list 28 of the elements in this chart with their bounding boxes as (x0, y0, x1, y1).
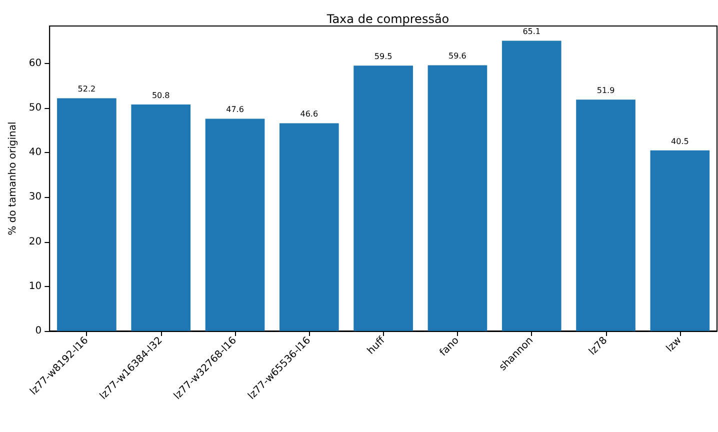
data-label: 46.6 (300, 110, 318, 119)
chart-title: Taxa de compressão (326, 12, 450, 26)
data-label: 40.5 (671, 136, 689, 146)
bar (205, 118, 265, 331)
bar (428, 65, 488, 331)
data-label: 59.5 (374, 52, 392, 62)
data-label: 52.2 (78, 84, 96, 94)
bar (502, 40, 562, 331)
data-label: 47.6 (226, 105, 244, 114)
bar (576, 100, 636, 331)
y-tick-label: 50 (28, 102, 42, 114)
y-tick-label: 60 (28, 58, 42, 69)
y-tick-label: 0 (35, 326, 42, 336)
bar (650, 150, 710, 331)
bar (280, 123, 339, 331)
data-label: 65.1 (522, 27, 541, 36)
bar (131, 104, 191, 331)
y-tick-label: 10 (28, 280, 42, 292)
y-tick-label: 30 (28, 192, 42, 203)
x-tick-label: lzw (664, 335, 684, 354)
y-axis-title: % do tamanho original (8, 122, 18, 236)
y-tick-label: 20 (28, 236, 42, 248)
y-tick-label: 40 (28, 147, 42, 158)
bar (354, 66, 413, 331)
data-label: 51.9 (596, 86, 615, 96)
bar (57, 98, 116, 331)
data-label: 59.6 (448, 52, 466, 61)
data-label: 50.8 (152, 90, 170, 100)
